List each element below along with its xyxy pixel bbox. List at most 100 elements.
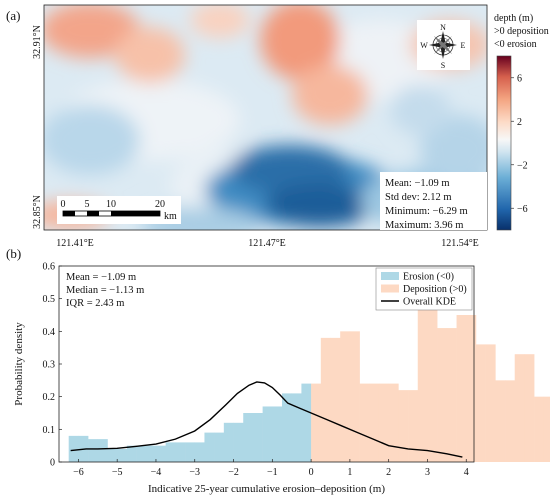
deposition-bar [349,331,360,462]
deposition-bar [524,354,535,462]
y-tick-label: 0.1 [43,425,56,436]
erosion-bar [155,445,166,462]
lat-tick-label: 32.85°N [32,195,43,229]
deposition-bar [359,383,370,462]
x-tick-label: 3 [425,467,430,478]
scale-tick: 0 [61,199,66,210]
colorbar-title-line: depth (m) [494,13,533,24]
deposition-bar [408,390,419,462]
erosion-bar [126,445,137,462]
y-tick-label: 0.3 [43,360,56,371]
deposition-bar [475,344,486,462]
panel-a-label: (a) [6,8,20,23]
x-tick-label: −2 [228,467,239,478]
x-tick-label: 1 [347,467,352,478]
erosion-bar [223,422,234,462]
erosion-bar [301,383,312,462]
deposition-bar [514,354,525,462]
stat-annotation: Median = −1.13 m [66,285,144,296]
erosion-bar [291,393,302,462]
deposition-bar [543,396,550,462]
x-tick-label: 2 [386,467,391,478]
erosion-bar [136,445,147,462]
erosion-bar [194,442,205,462]
x-tick-label: −3 [189,467,200,478]
colorbar-tick-label: −6 [517,204,528,215]
colorbar-gradient [496,55,512,231]
deposition-bar [398,390,409,462]
erosion-bar [233,422,244,462]
erosion-bar [214,432,225,462]
deposition-bar [417,292,428,462]
deposition-bar [505,380,516,462]
deposition-bar [446,328,457,462]
deposition-bar [456,315,467,462]
colorbar-tick-label: 6 [517,73,522,84]
stat-annotation: Mean = −1.09 m [66,272,136,283]
x-tick-label: 4 [464,467,469,478]
deposition-bar [466,315,477,462]
stat-std: Std dev: 2.12 m [385,192,452,203]
colorbar-title-line: >0 deposition [494,26,549,37]
lon-tick-labels: 121.41°E 121.47°E 121.54°E [56,238,479,249]
lon-tick-label: 121.54°E [441,238,479,249]
deposition-bar [378,383,389,462]
x-tick-label: −6 [73,467,84,478]
lon-tick-label: 121.41°E [56,238,94,249]
legend-swatch [381,284,399,293]
erosion-bar [185,442,196,462]
lon-tick-label: 121.47°E [248,238,286,249]
compass-n: N [440,23,446,32]
x-tick-label: −4 [151,467,162,478]
erosion-bar [272,406,283,462]
deposition-bar [340,331,351,462]
erosion-bar [107,448,118,462]
y-axis-label: Probability density [13,322,25,406]
deposition-bar [495,380,506,462]
erosion-bar [175,442,186,462]
deposition-bar [534,396,545,462]
deposition-bar [311,383,322,462]
x-tick-label: −1 [267,467,278,478]
x-tick-label: 0 [309,467,314,478]
map-stats-box: Mean: −1.09 m Std dev: 2.12 m Minimum: −… [380,172,487,231]
deposition-bar [388,383,399,462]
scale-unit: km [164,211,177,222]
deposition-bar [330,337,341,462]
erosion-bar [243,413,254,462]
legend-label: Overall KDE [403,297,456,308]
kde-line [70,381,463,458]
elevation-map [44,5,487,230]
stat-mean: Mean: −1.09 m [385,178,450,189]
colorbar-tick-label: 2 [517,117,522,128]
legend-swatch [381,272,399,280]
erosion-bar [282,393,293,462]
compass-rose-icon: N S W E [417,20,470,70]
deposition-bar [369,383,380,462]
erosion-bar [88,439,99,462]
erosion-bar [117,448,128,462]
compass-s: S [441,61,445,70]
legend-label: Erosion (<0) [403,272,454,283]
legend: Erosion (<0)Deposition (>0) Overall KDE [375,267,473,311]
erosion-bar [97,439,108,462]
y-tick-label: 0.6 [43,262,56,273]
lat-tick-labels: 32.91°N 32.85°N [32,25,43,229]
erosion-bar [204,432,215,462]
x-tick-label: −5 [112,467,123,478]
scale-tick: 10 [106,199,116,210]
erosion-bar [146,445,157,462]
panel-b-label: (b) [6,246,21,261]
y-tick-label: 0.5 [43,294,56,305]
y-tick-label: 0.4 [43,327,56,338]
colorbar-title-line: <0 erosion [494,39,537,50]
legend-label: Deposition (>0) [403,284,467,295]
erosion-bar [262,406,273,462]
compass-e: E [461,41,466,50]
stat-min: Minimum: −6.29 m [385,206,468,217]
lat-tick-label: 32.91°N [32,25,43,59]
erosion-bar [165,442,176,462]
scale-bar: 0 5 10 20 km [57,196,181,224]
deposition-bar [485,344,496,462]
